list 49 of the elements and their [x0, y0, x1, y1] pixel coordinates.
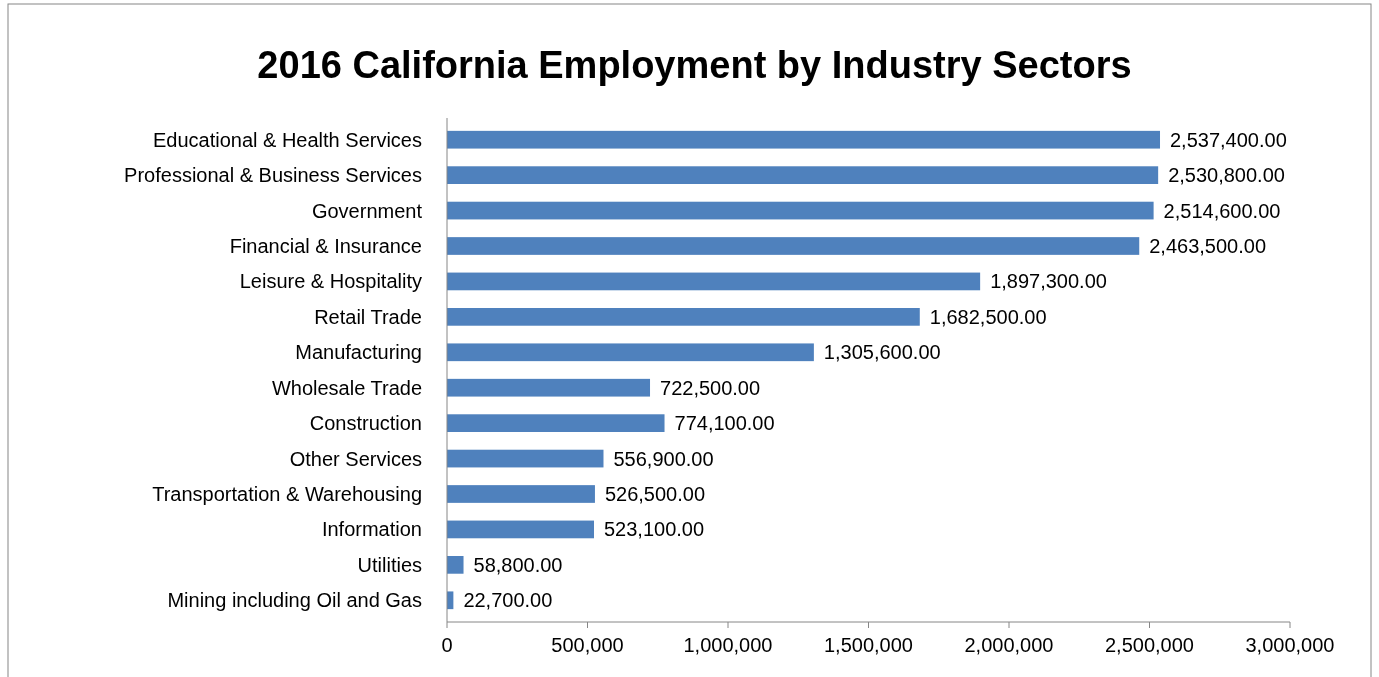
bar [447, 556, 464, 574]
y-tick-label: Construction [309, 412, 422, 435]
data-label: 2,537,400.00 [1170, 128, 1287, 151]
data-label: 58,800.00 [473, 553, 563, 576]
x-tick-label: 0 [441, 634, 453, 656]
y-tick-label: Utilities [357, 553, 422, 576]
data-label: 523,100.00 [603, 518, 705, 541]
bar [447, 414, 665, 432]
data-label: 774,100.00 [674, 412, 775, 435]
x-tick-label: 1,000,000 [683, 634, 773, 656]
x-tick-label: 2,000,000 [964, 634, 1054, 656]
data-label: 1,682,500.00 [929, 305, 1047, 328]
data-label: 2,530,800.00 [1168, 164, 1285, 187]
data-label: 526,500.00 [604, 483, 706, 505]
y-tick-label: Retail Trade [314, 305, 422, 328]
data-label: 556,900.00 [613, 447, 714, 470]
x-tick-label: 500,000 [551, 634, 624, 656]
chart-title: 2016 California Employment by Industry Sectors [257, 44, 1132, 86]
y-tick-label: Professional & Business Services [124, 164, 422, 187]
y-tick-label: Mining including Oil and Gas [167, 589, 422, 612]
data-label: 2,514,600.00 [1163, 199, 1281, 222]
data-label: 2,463,500.00 [1149, 235, 1267, 257]
y-tick-label: Educational & Health Services [152, 128, 422, 151]
bar [447, 130, 1161, 149]
bar [447, 201, 1154, 220]
data-label: 1,897,300.00 [990, 270, 1107, 293]
y-tick-label: Information [321, 518, 422, 541]
y-tick-label: Manufacturing [295, 341, 422, 364]
bar [447, 272, 981, 291]
x-tick-label: 3,000,000 [1245, 634, 1335, 656]
bar [447, 449, 604, 468]
data-label: 22,700.00 [463, 589, 553, 612]
x-tick-label: 2,500,000 [1105, 634, 1194, 656]
y-tick-label: Other Services [289, 447, 422, 470]
x-tick-label: 1,500,000 [824, 634, 913, 656]
bar [447, 237, 1140, 255]
bar [447, 343, 814, 362]
bar [447, 520, 594, 539]
y-tick-label: Government [311, 199, 423, 222]
data-label: 1,305,600.00 [823, 341, 941, 364]
data-label: 722,500.00 [660, 376, 761, 399]
bar [447, 166, 1159, 184]
y-tick-label: Leisure & Hospitality [239, 270, 422, 293]
y-tick-label: Wholesale Trade [271, 376, 422, 399]
y-tick-label: Financial & Insurance [229, 235, 422, 257]
y-tick-label: Transportation & Warehousing [152, 483, 422, 505]
bar [447, 308, 920, 326]
bar [447, 378, 651, 397]
bar [447, 485, 595, 503]
